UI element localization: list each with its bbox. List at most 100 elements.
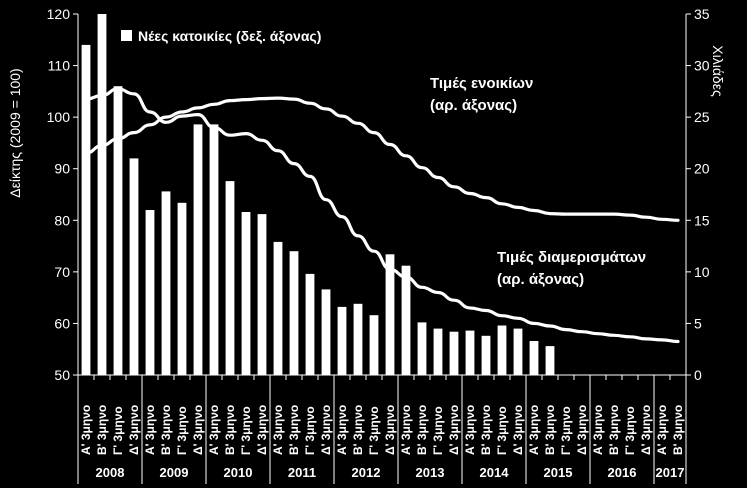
year-label-2010: 2010 xyxy=(224,465,253,480)
right-tick-label: 25 xyxy=(694,109,710,125)
year-label-2012: 2012 xyxy=(352,465,381,480)
bar-27 xyxy=(513,328,523,375)
bar-5 xyxy=(161,191,171,375)
annotation-price-line2: (αρ. άξονας) xyxy=(497,271,584,288)
quarter-label: Β' 3μηνο xyxy=(223,405,237,455)
right-tick-label: 30 xyxy=(694,58,710,74)
quarter-label: Β' 3μηνο xyxy=(159,405,173,455)
axes: 50 60 70 80 90 100 110 120 0 5 10 15 20 25 30 35 xyxy=(47,6,710,383)
quarter-label: Β' 3μηνο xyxy=(607,405,621,455)
year-label-2009: 2009 xyxy=(160,465,189,480)
quarter-label: Α' 3μηνο xyxy=(271,405,285,455)
quarter-label: Α' 3μηνο xyxy=(143,405,157,455)
bar-28 xyxy=(529,341,539,375)
year-label-2017: 2017 xyxy=(656,465,685,480)
year-label-2013: 2013 xyxy=(416,465,445,480)
bar-6 xyxy=(177,202,187,375)
right-tick-label: 15 xyxy=(694,212,710,228)
annotation-rent: Τιμές ενοικίων (αρ. άξονας) xyxy=(430,75,533,114)
quarter-label: Β' 3μηνο xyxy=(351,405,365,455)
bar-9 xyxy=(225,181,235,375)
quarter-label: Γ' 3μηνο xyxy=(431,406,445,455)
year-label-2008: 2008 xyxy=(96,465,125,480)
right-tick-label: 20 xyxy=(694,161,710,177)
left-tick-label: 120 xyxy=(47,6,71,22)
right-tick-label: 5 xyxy=(694,315,702,331)
year-label-2016: 2016 xyxy=(608,465,637,480)
price-lines xyxy=(84,87,680,344)
legend-swatch xyxy=(121,30,132,41)
annotation-rent-line2: (αρ. άξονας) xyxy=(430,97,517,114)
x-axis-labels: Α' 3μηνο Β' 3μηνο Γ' 3μηνο Δ' 3μηνο Α' 3μηνο… xyxy=(77,375,687,484)
left-tick-label: 100 xyxy=(47,109,71,125)
left-tick-label: 80 xyxy=(54,212,70,228)
left-tick-label: 60 xyxy=(54,315,70,331)
left-tick-label: 110 xyxy=(48,58,71,74)
quarter-label: Γ' 3μηνο xyxy=(111,406,125,455)
quarter-label: Δ' 3μηνο xyxy=(639,405,653,455)
bar-1 xyxy=(97,14,107,375)
bar-15 xyxy=(321,289,331,375)
right-tick-label: 10 xyxy=(694,264,710,280)
quarter-label: Β' 3μηνο xyxy=(479,405,493,455)
quarter-label: Δ' 3μηνο xyxy=(127,405,141,455)
bar-7 xyxy=(193,124,203,375)
bar-23 xyxy=(449,331,459,375)
left-tick-label: 50 xyxy=(54,367,70,383)
quarter-label: Α' 3μηνο xyxy=(399,405,413,455)
left-tick-label: 70 xyxy=(54,264,70,280)
quarter-label: Γ' 3μηνο xyxy=(303,406,317,455)
quarter-label: Β' 3μηνο xyxy=(95,405,109,455)
year-label-2015: 2015 xyxy=(544,465,573,480)
bar-22 xyxy=(433,328,443,375)
quarter-label: Β' 3μηνο xyxy=(671,405,685,455)
year-label-2011: 2011 xyxy=(288,465,316,480)
bar-4 xyxy=(145,210,155,375)
bar-25 xyxy=(481,335,491,375)
year-label-2014: 2014 xyxy=(480,465,510,480)
bar-10 xyxy=(241,212,251,375)
bar-18 xyxy=(369,315,379,375)
bar-21 xyxy=(417,322,427,375)
quarter-label: Α' 3μηνο xyxy=(207,405,221,455)
bar-11 xyxy=(257,214,267,375)
bar-17 xyxy=(353,303,363,375)
quarter-label: Α' 3μηνο xyxy=(335,405,349,455)
quarter-label: Δ' 3μηνο xyxy=(511,405,525,455)
quarter-label: Δ' 3μηνο xyxy=(383,405,397,455)
new-housing-bars xyxy=(81,14,555,375)
left-axis-title: Δείκτης (2009 = 100) xyxy=(7,68,23,197)
bar-12 xyxy=(273,241,283,375)
quarter-label: Β' 3μηνο xyxy=(415,405,429,455)
quarter-label: Α' 3μηνο xyxy=(655,405,669,455)
quarter-label: Δ' 3μηνο xyxy=(447,405,461,455)
bar-8 xyxy=(209,124,219,375)
quarter-label: Α' 3μηνο xyxy=(463,405,477,455)
bar-0 xyxy=(81,44,91,375)
bar-24 xyxy=(465,330,475,375)
quarter-label: Γ' 3μηνο xyxy=(367,406,381,455)
quarter-label: Γ' 3μηνο xyxy=(495,406,509,455)
annotation-price-line1: Τιμές διαμερισμάτων xyxy=(497,249,646,266)
left-tick-label: 90 xyxy=(54,161,70,177)
bar-14 xyxy=(305,273,315,375)
quarter-label: Γ' 3μηνο xyxy=(559,406,573,455)
bar-20 xyxy=(401,265,411,375)
quarter-label: Δ' 3μηνο xyxy=(575,405,589,455)
quarter-label: Γ' 3μηνο xyxy=(623,406,637,455)
legend: Νέες κατοικίες (δεξ. άξονας) xyxy=(121,28,321,44)
quarter-label: Α' 3μηνο xyxy=(591,405,605,455)
quarter-label: Γ' 3μηνο xyxy=(175,406,189,455)
right-axis-title: Χιλιάδες xyxy=(710,45,726,97)
bar-16 xyxy=(337,306,347,375)
apartment-price-line xyxy=(84,87,680,344)
bar-19 xyxy=(385,254,395,375)
right-tick-label: 35 xyxy=(694,6,710,22)
right-tick-label: 0 xyxy=(694,367,702,383)
quarter-label: Β' 3μηνο xyxy=(543,405,557,455)
legend-label: Νέες κατοικίες (δεξ. άξονας) xyxy=(138,28,321,44)
quarter-label: Α' 3μηνο xyxy=(527,405,541,455)
bar-29 xyxy=(545,346,555,375)
annotation-rent-line1: Τιμές ενοικίων xyxy=(430,75,533,92)
